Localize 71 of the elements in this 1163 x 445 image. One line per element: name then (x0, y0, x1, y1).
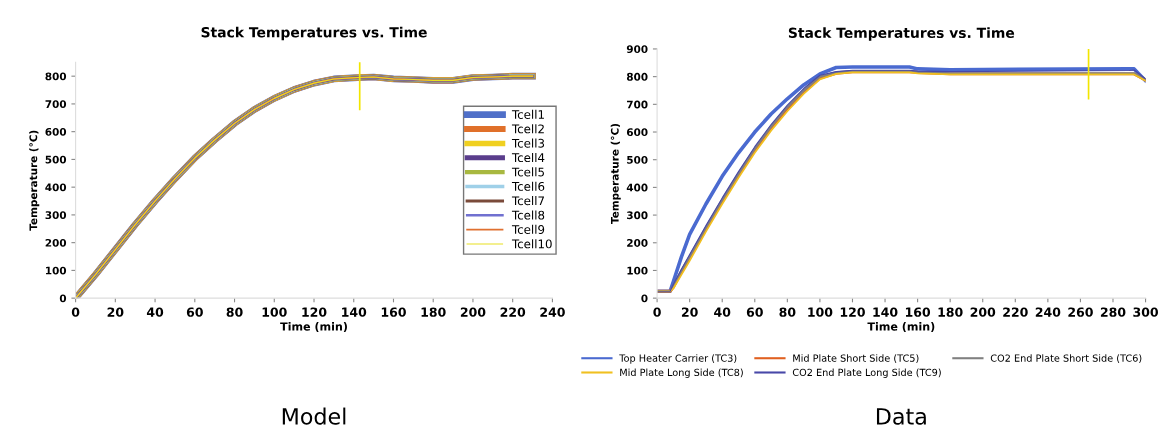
x-tick-label: 140 (342, 307, 367, 317)
x-tick-label: 280 (1100, 307, 1126, 317)
y-tick-label: 400 (45, 183, 67, 192)
x-tick-label: 160 (905, 307, 931, 317)
y-tick-label: 600 (45, 127, 67, 136)
x-tick-label: 160 (381, 307, 406, 317)
text: Model (282, 407, 346, 425)
x-tick-label: 220 (1003, 307, 1028, 317)
x-tick-label: 40 (714, 307, 731, 317)
legend-label: Mid Plate Short Side (TC5) (793, 354, 919, 363)
x-tick-label: 60 (186, 307, 203, 317)
x-tick-label: 80 (226, 307, 243, 317)
legend-label: Tcell5 (511, 167, 544, 177)
x-tick-label: 0 (71, 307, 80, 317)
x-tick-label: 40 (146, 307, 164, 317)
x-tick-label: 260 (1068, 307, 1093, 317)
y-tick-label: 0 (641, 294, 648, 303)
x-tick-label: 180 (938, 307, 963, 317)
x-tick-label: 20 (107, 307, 124, 317)
x-tick-label: 100 (808, 307, 833, 317)
y-tick-label: 400 (626, 183, 648, 192)
y-tick-label: 600 (626, 128, 648, 137)
legend-label: Tcell8 (511, 210, 545, 220)
y-tick-label: 200 (45, 238, 67, 247)
chart-title: Stack Temperatures vs. Time (788, 27, 1015, 41)
x-tick-label: 20 (681, 307, 698, 317)
x-tick-label: 80 (779, 307, 796, 317)
legend-label: Tcell9 (511, 224, 545, 234)
x-axis-title: Time (min) (280, 322, 347, 332)
y-tick-label: 500 (627, 155, 648, 164)
x-tick-label: 120 (840, 307, 865, 317)
x-tick-label: 120 (302, 307, 327, 317)
x-tick-label: 300 (1133, 307, 1158, 317)
x-tick-label: 0 (653, 307, 661, 317)
y-tick-label: 200 (627, 239, 648, 247)
x-tick-label: 200 (460, 307, 486, 317)
y-tick-label: 700 (45, 100, 67, 109)
y-axis-title: Temperature (°C) (29, 130, 40, 231)
legend-label: Tcell1 (511, 109, 544, 119)
y-tick-label: 500 (45, 155, 67, 164)
x-tick-label: 240 (1035, 307, 1061, 317)
legend-label: Tcell3 (511, 138, 545, 148)
x-axis-title: Time (min) (867, 322, 935, 332)
x-tick-label: 180 (421, 307, 446, 317)
legend-label: Tcell10 (511, 239, 552, 249)
legend-label: Tcell4 (511, 152, 545, 163)
legend-label: Tcell2 (511, 124, 544, 134)
x-tick-label: 100 (262, 307, 287, 317)
y-tick-label: 300 (627, 211, 648, 220)
y-tick-label: 100 (627, 266, 648, 275)
y-tick-label: 100 (46, 266, 67, 275)
legend-label: CO2 End Plate Long Side (TC9) (792, 368, 941, 378)
y-tick-label: 800 (626, 72, 648, 81)
y-tick-label: 900 (626, 45, 648, 54)
legend-label: Top Heater Carrier (TC3) (619, 354, 737, 364)
x-tick-label: 240 (540, 307, 565, 317)
y-axis-title: Temperature (°C) (610, 123, 621, 224)
legend-label: Mid Plate Long Side (TC8) (620, 368, 743, 378)
legend-label: Tcell7 (511, 196, 544, 206)
legend-label: Tcell6 (511, 181, 545, 191)
y-tick-label: 800 (45, 72, 67, 81)
y-tick-label: 0 (59, 294, 67, 303)
x-tick-label: 200 (970, 307, 996, 317)
y-tick-label: 300 (45, 211, 67, 220)
x-tick-label: 140 (873, 307, 898, 317)
x-tick-label: 60 (746, 307, 763, 317)
text: Data (876, 408, 926, 425)
legend-label: CO2 End Plate Short Side (TC6) (990, 354, 1142, 363)
x-tick-label: 220 (500, 307, 526, 317)
y-tick-label: 700 (627, 100, 648, 109)
chart-title: Stack Temperatures vs. Time (201, 26, 427, 41)
